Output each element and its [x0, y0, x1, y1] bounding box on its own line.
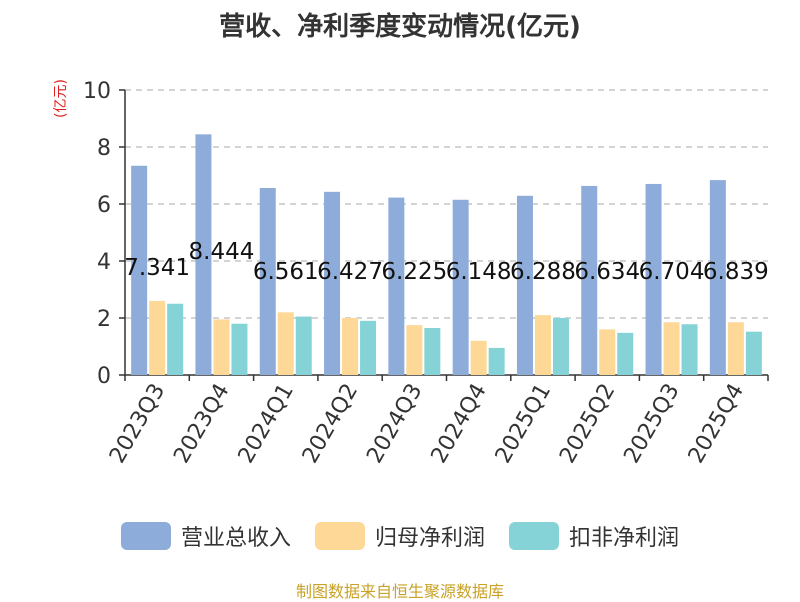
- x-tick-label: 2024Q2: [298, 380, 363, 468]
- legend-swatch-net-profit: [314, 522, 365, 550]
- legend-item-deducted-profit[interactable]: 扣非净利润: [509, 520, 679, 552]
- bar-deducted-profit-2023Q4[interactable]: [231, 323, 248, 375]
- bar-revenue-2025Q2[interactable]: [581, 185, 598, 375]
- y-tick-label: 8: [97, 136, 111, 161]
- bar-revenue-2024Q3[interactable]: [388, 197, 405, 375]
- bar-revenue-2025Q4[interactable]: [709, 180, 726, 375]
- bar-net-profit-2023Q4[interactable]: [213, 319, 230, 375]
- data-label: 7.341: [124, 255, 190, 281]
- y-tick-label: 6: [97, 193, 111, 218]
- data-labels: 7.3418.4446.5616.4276.2256.1486.2886.634…: [124, 239, 769, 285]
- bar-net-profit-2024Q4[interactable]: [470, 340, 487, 375]
- x-tick-label: 2024Q3: [362, 380, 427, 468]
- x-tick-label: 2023Q4: [169, 380, 234, 468]
- data-label: 6.148: [446, 259, 512, 285]
- data-label: 6.704: [639, 259, 705, 285]
- bar-deducted-profit-2025Q4[interactable]: [745, 331, 762, 375]
- x-tick-label: 2024Q1: [234, 380, 299, 468]
- bar-deducted-profit-2025Q1[interactable]: [552, 318, 569, 375]
- x-tick-label: 2025Q2: [555, 380, 620, 468]
- y-tick-label: 0: [97, 364, 111, 389]
- bar-net-profit-2025Q1[interactable]: [534, 315, 551, 375]
- bar-revenue-2024Q2[interactable]: [324, 191, 341, 375]
- x-tick-label: 2025Q3: [619, 380, 684, 468]
- bar-revenue-2023Q4[interactable]: [195, 134, 212, 375]
- grid-lines: [125, 89, 768, 319]
- bar-revenue-2023Q3[interactable]: [131, 165, 148, 375]
- legend-item-revenue[interactable]: 营业总收入: [120, 520, 291, 552]
- bar-deducted-profit-2025Q2[interactable]: [617, 332, 634, 375]
- data-label: 6.225: [381, 259, 447, 285]
- chart-title: 营收、净利季度变动情况(亿元): [219, 12, 581, 42]
- data-label: 6.427: [317, 259, 383, 285]
- bar-net-profit-2024Q2[interactable]: [342, 318, 359, 375]
- bar-deducted-profit-2024Q4[interactable]: [488, 347, 505, 375]
- legend-label-revenue: 营业总收入: [180, 526, 291, 551]
- bar-revenue-2025Q1[interactable]: [516, 195, 533, 375]
- y-tick-label: 10: [83, 79, 111, 104]
- bar-revenue-2024Q1[interactable]: [259, 188, 276, 375]
- legend-item-net-profit[interactable]: 归母净利润: [314, 520, 485, 552]
- y-tick-label: 2: [97, 307, 111, 332]
- legend-swatch-revenue: [120, 522, 171, 550]
- bar-net-profit-2025Q2[interactable]: [599, 329, 616, 375]
- data-label: 6.288: [510, 259, 576, 285]
- bar-deducted-profit-2024Q3[interactable]: [424, 327, 441, 375]
- y-tick-label: 4: [97, 250, 111, 275]
- legend: 营业总收入 归母净利润 扣非净利润: [0, 520, 800, 552]
- data-label: 6.634: [574, 259, 640, 285]
- x-tick-label: 2025Q4: [684, 380, 749, 468]
- legend-label-net-profit: 归母净利润: [374, 526, 485, 551]
- bar-net-profit-2024Q1[interactable]: [277, 312, 294, 375]
- bar-revenue-2024Q4[interactable]: [452, 199, 469, 375]
- data-label: 6.839: [703, 259, 769, 285]
- bar-net-profit-2025Q4[interactable]: [727, 322, 744, 375]
- bar-revenue-2025Q3[interactable]: [645, 183, 662, 375]
- bars: [131, 134, 762, 375]
- bar-deducted-profit-2024Q1[interactable]: [295, 316, 312, 375]
- bar-deducted-profit-2024Q2[interactable]: [360, 320, 377, 375]
- bar-deducted-profit-2023Q3[interactable]: [167, 303, 184, 375]
- bar-net-profit-2025Q3[interactable]: [663, 322, 680, 375]
- data-source-note: 制图数据来自恒生聚源数据库: [295, 582, 504, 601]
- x-tick-label: 2023Q3: [105, 380, 170, 468]
- legend-label-deducted-profit: 扣非净利润: [569, 526, 680, 551]
- legend-swatch-deducted-profit: [509, 522, 559, 550]
- bar-net-profit-2023Q3[interactable]: [149, 300, 166, 375]
- data-label: 6.561: [253, 259, 319, 285]
- bar-deducted-profit-2025Q3[interactable]: [681, 324, 698, 375]
- x-tick-label: 2024Q4: [427, 380, 492, 468]
- bar-chart: 7.3418.4446.5616.4276.2256.1486.2886.634…: [83, 79, 769, 468]
- bar-net-profit-2024Q3[interactable]: [406, 325, 423, 375]
- x-tick-label: 2025Q1: [491, 380, 556, 468]
- data-label: 8.444: [189, 239, 255, 265]
